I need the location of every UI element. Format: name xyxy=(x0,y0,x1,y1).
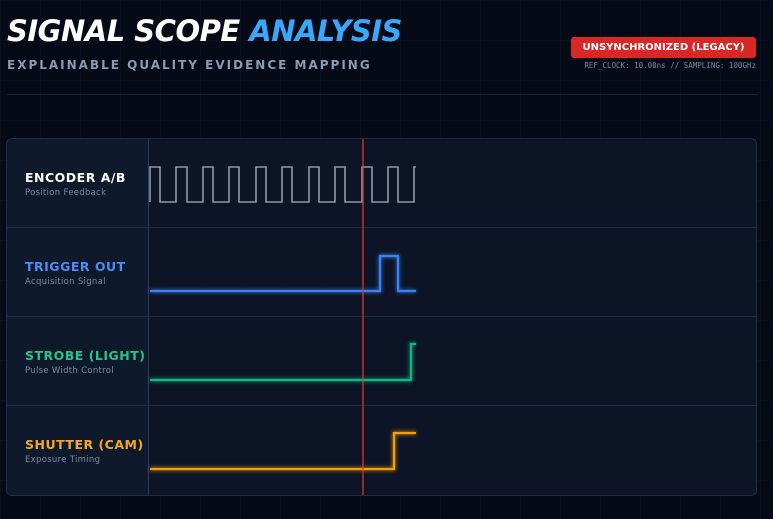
channel-labels-column xyxy=(7,139,149,495)
scope-panel: ENCODER A/B Position Feedback TRIGGER OU… xyxy=(6,138,757,496)
channel-name: STROBE (LIGHT) xyxy=(25,348,146,363)
title-accent: ANALYSIS xyxy=(249,14,402,48)
row-divider xyxy=(7,227,756,228)
ref-clock-readout: REF_CLOCK: 10.00ns // SAMPLING: 100GHz xyxy=(584,61,756,70)
trigger-waveform xyxy=(150,254,416,293)
page-subtitle: EXPLAINABLE QUALITY EVIDENCE MAPPING xyxy=(7,58,372,72)
channel-label-encoder: ENCODER A/B Position Feedback xyxy=(25,170,126,198)
strobe-waveform xyxy=(150,342,416,382)
title-primary: SIGNAL SCOPE xyxy=(7,14,240,48)
shutter-waveform xyxy=(150,431,416,471)
row-divider xyxy=(7,316,756,317)
page-title: SIGNAL SCOPE ANALYSIS xyxy=(7,14,402,48)
channel-description: Pulse Width Control xyxy=(25,366,114,376)
channel-description: Exposure Timing xyxy=(25,455,101,465)
channel-label-trigger: TRIGGER OUT Acquisition Signal xyxy=(25,259,126,287)
channel-label-shutter: SHUTTER (CAM) Exposure Timing xyxy=(25,437,144,465)
encoder-waveform xyxy=(149,166,416,203)
channel-description: Position Feedback xyxy=(25,188,107,198)
header-divider xyxy=(7,94,758,95)
channel-description: Acquisition Signal xyxy=(25,277,106,287)
channel-name: ENCODER A/B xyxy=(25,170,126,185)
sync-status-badge: UNSYNCHRONIZED (LEGACY) xyxy=(571,37,756,58)
channel-label-strobe: STROBE (LIGHT) Pulse Width Control xyxy=(25,348,146,376)
channel-name: TRIGGER OUT xyxy=(25,259,126,274)
channel-name: SHUTTER (CAM) xyxy=(25,437,144,452)
waveform-area xyxy=(149,139,416,495)
row-divider xyxy=(7,405,756,406)
